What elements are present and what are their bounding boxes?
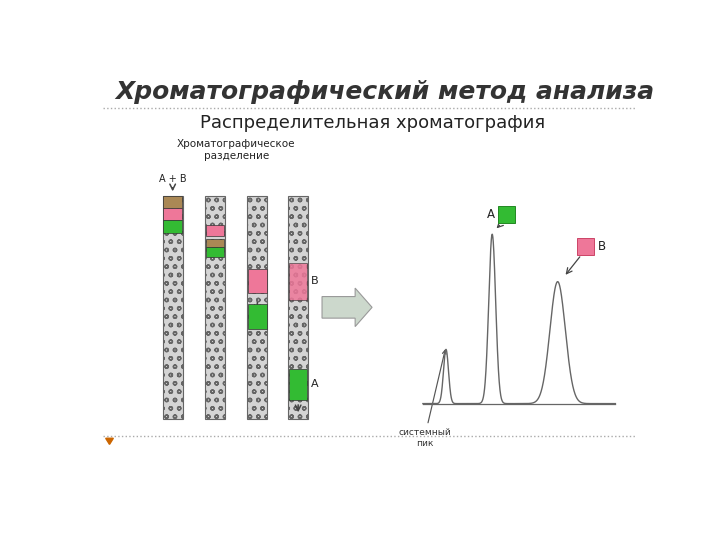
Text: A + B: A + B [159, 174, 186, 184]
Text: A: A [487, 208, 495, 221]
Bar [206, 239, 224, 247]
Text: A: A [311, 379, 319, 389]
Bar [206, 247, 224, 257]
Bar [163, 208, 182, 220]
Text: Распределительная хроматография: Распределительная хроматография [199, 114, 545, 132]
Bar [248, 195, 267, 419]
Bar [163, 220, 182, 233]
FancyArrow shape [322, 288, 372, 327]
Text: Хроматографический метод анализа: Хроматографический метод анализа [115, 80, 654, 104]
Text: системный
пик: системный пик [398, 350, 451, 448]
Bar [289, 262, 307, 300]
Polygon shape [106, 438, 113, 444]
Text: B: B [598, 240, 606, 253]
Bar [288, 195, 308, 419]
Bar [206, 225, 224, 236]
Bar [163, 195, 182, 208]
Bar [163, 195, 183, 419]
Bar [577, 238, 594, 255]
Bar [205, 195, 225, 419]
Text: Хроматографическое
разделение: Хроматографическое разделение [177, 139, 295, 161]
Bar [289, 369, 307, 400]
Text: B: B [311, 276, 319, 286]
Bar [498, 206, 516, 224]
Bar [248, 269, 266, 294]
Bar [248, 304, 266, 329]
